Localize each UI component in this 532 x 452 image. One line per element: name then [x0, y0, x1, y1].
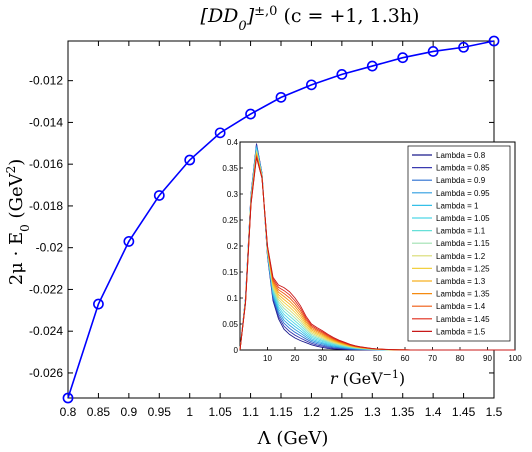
legend-label: Lambda = 1.1 [436, 227, 486, 236]
inset-x-tick-label: 100 [508, 354, 522, 363]
legend-label: Lambda = 0.95 [436, 189, 490, 198]
x-tick-label: 1 [186, 405, 193, 419]
inset-y-tick-label: 0.1 [227, 294, 239, 303]
series-line [67, 40, 495, 399]
legend-label: Lambda = 1.35 [436, 290, 490, 299]
legend-label: Lambda = 1.4 [436, 302, 486, 311]
legend-label: Lambda = 1.45 [436, 315, 490, 324]
legend-label: Lambda = 0.85 [436, 164, 490, 173]
x-tick-label: 1.35 [391, 405, 415, 419]
y-tick-label: -0.018 [29, 199, 63, 213]
data-point [214, 127, 226, 139]
y-tick-label: -0.022 [29, 282, 63, 296]
data-point [184, 154, 196, 166]
inset-xlabel-sup: −1 [383, 368, 399, 381]
legend-label: Lambda = 1.05 [436, 214, 490, 223]
data-point [245, 108, 256, 120]
data-point [275, 91, 287, 103]
y-tick-label: -0.02 [36, 241, 64, 255]
inset-y-tick-label: 0.3 [227, 190, 239, 199]
y-tick-label: -0.026 [29, 366, 63, 380]
inset-x-tick-label: 40 [346, 354, 355, 363]
legend-label: Lambda = 1.2 [436, 252, 486, 261]
y-tick-label: -0.012 [29, 74, 63, 88]
x-tick-label: 1.4 [425, 405, 442, 419]
legend-label: Lambda = 1.5 [436, 327, 486, 336]
x-tick-label: 1.45 [452, 405, 476, 419]
data-point [306, 79, 317, 91]
inset-y-tick-label: 0 [234, 346, 239, 355]
title-sup: ±,0 [254, 4, 277, 19]
inset-xlabel-c: ) [399, 369, 405, 388]
inset-y-tick-label: 0.2 [227, 242, 239, 251]
inset-plot: 10 20 30 40 50 60 70 80 90 100 0 0.05 0.1 0.15 0.2 0.25… [222, 138, 522, 388]
chart-title: [DD0]±,0 (c = +1, 1.3h) [201, 4, 420, 34]
inset-x-axis-label: r (GeV−1) [330, 368, 405, 389]
data-point [336, 69, 348, 80]
inset-x-tick-label: 30 [318, 354, 327, 363]
x-tick-label: 0.8 [60, 405, 77, 419]
inset-x-tick-label: 70 [428, 354, 437, 363]
x-tick-label: 1.15 [269, 405, 293, 419]
ylabel-sup: 2 [4, 166, 18, 174]
legend-label: Lambda = 1.15 [436, 239, 490, 248]
y-tick-label: -0.016 [29, 157, 63, 171]
y-tick-label: -0.014 [29, 115, 63, 129]
x-tick-label: 1.1 [242, 405, 259, 419]
x-tick-label: 1.05 [208, 405, 232, 419]
inset-x-tick-label: 50 [373, 354, 382, 363]
x-tick-label: 1.5 [486, 405, 503, 419]
legend-label: Lambda = 1 [436, 201, 479, 210]
inset-y-tick-label: 0.4 [227, 138, 239, 147]
inset-x-tick-label: 90 [483, 354, 492, 363]
x-tick-label: 1.3 [364, 405, 381, 419]
ylabel-c: ) [6, 159, 27, 166]
legend-label: Lambda = 0.8 [436, 151, 486, 160]
title-base: [DD [201, 5, 239, 27]
inset-y-tick-label: 0.15 [222, 268, 238, 277]
inset-x-tick-label: 60 [401, 354, 410, 363]
inset-x-tick-label: 10 [263, 354, 272, 363]
x-tick-label: 1.25 [330, 405, 354, 419]
x-tick-label: 1.2 [303, 405, 320, 419]
legend-label: Lambda = 1.3 [436, 277, 486, 286]
data-point [458, 41, 469, 53]
legend-label: Lambda = 1.25 [436, 264, 490, 273]
ylabel-a: 2μ · E [6, 232, 27, 285]
inset-xlabel-a: r [330, 369, 339, 388]
legend-label: Lambda = 0.9 [436, 176, 486, 185]
ylabel-b: (GeV [6, 172, 27, 224]
title-close: ] [246, 5, 255, 27]
inset-y-tick-label: 0.25 [222, 216, 238, 225]
title-rest: (c = +1, 1.3h) [277, 5, 419, 27]
data-point [123, 236, 135, 247]
main-plot: 0.8 0.85 0.9 0.95 1 1.05 1.1 1.15 1.2 1.25 1.3 1.35… [29, 35, 503, 419]
data-point [427, 46, 439, 57]
inset-xlabel-b: (GeV [338, 369, 384, 388]
data-point [366, 60, 378, 72]
ylabel-sub: 0 [18, 224, 32, 232]
x-axis-label: Λ (GeV) [257, 428, 329, 449]
inset-x-tick-label: 80 [456, 354, 465, 363]
y-tick-label: -0.024 [29, 324, 63, 338]
data-point [93, 298, 104, 310]
x-tick-label: 0.95 [148, 405, 172, 419]
inset-x-tick-label: 20 [291, 354, 300, 363]
data-point [153, 190, 165, 201]
data-point [488, 35, 500, 47]
x-tick-label: 0.9 [121, 405, 138, 419]
inset-y-tick-label: 0.05 [222, 320, 238, 329]
inset-y-tick-label: 0.35 [222, 164, 238, 173]
data-point [62, 392, 74, 404]
title-sub: 0 [238, 19, 246, 34]
data-point [397, 52, 409, 64]
y-axis-label: 2μ · E0 (GeV2) [4, 159, 32, 286]
x-tick-label: 0.85 [87, 405, 111, 419]
inset-series-line [239, 157, 515, 351]
